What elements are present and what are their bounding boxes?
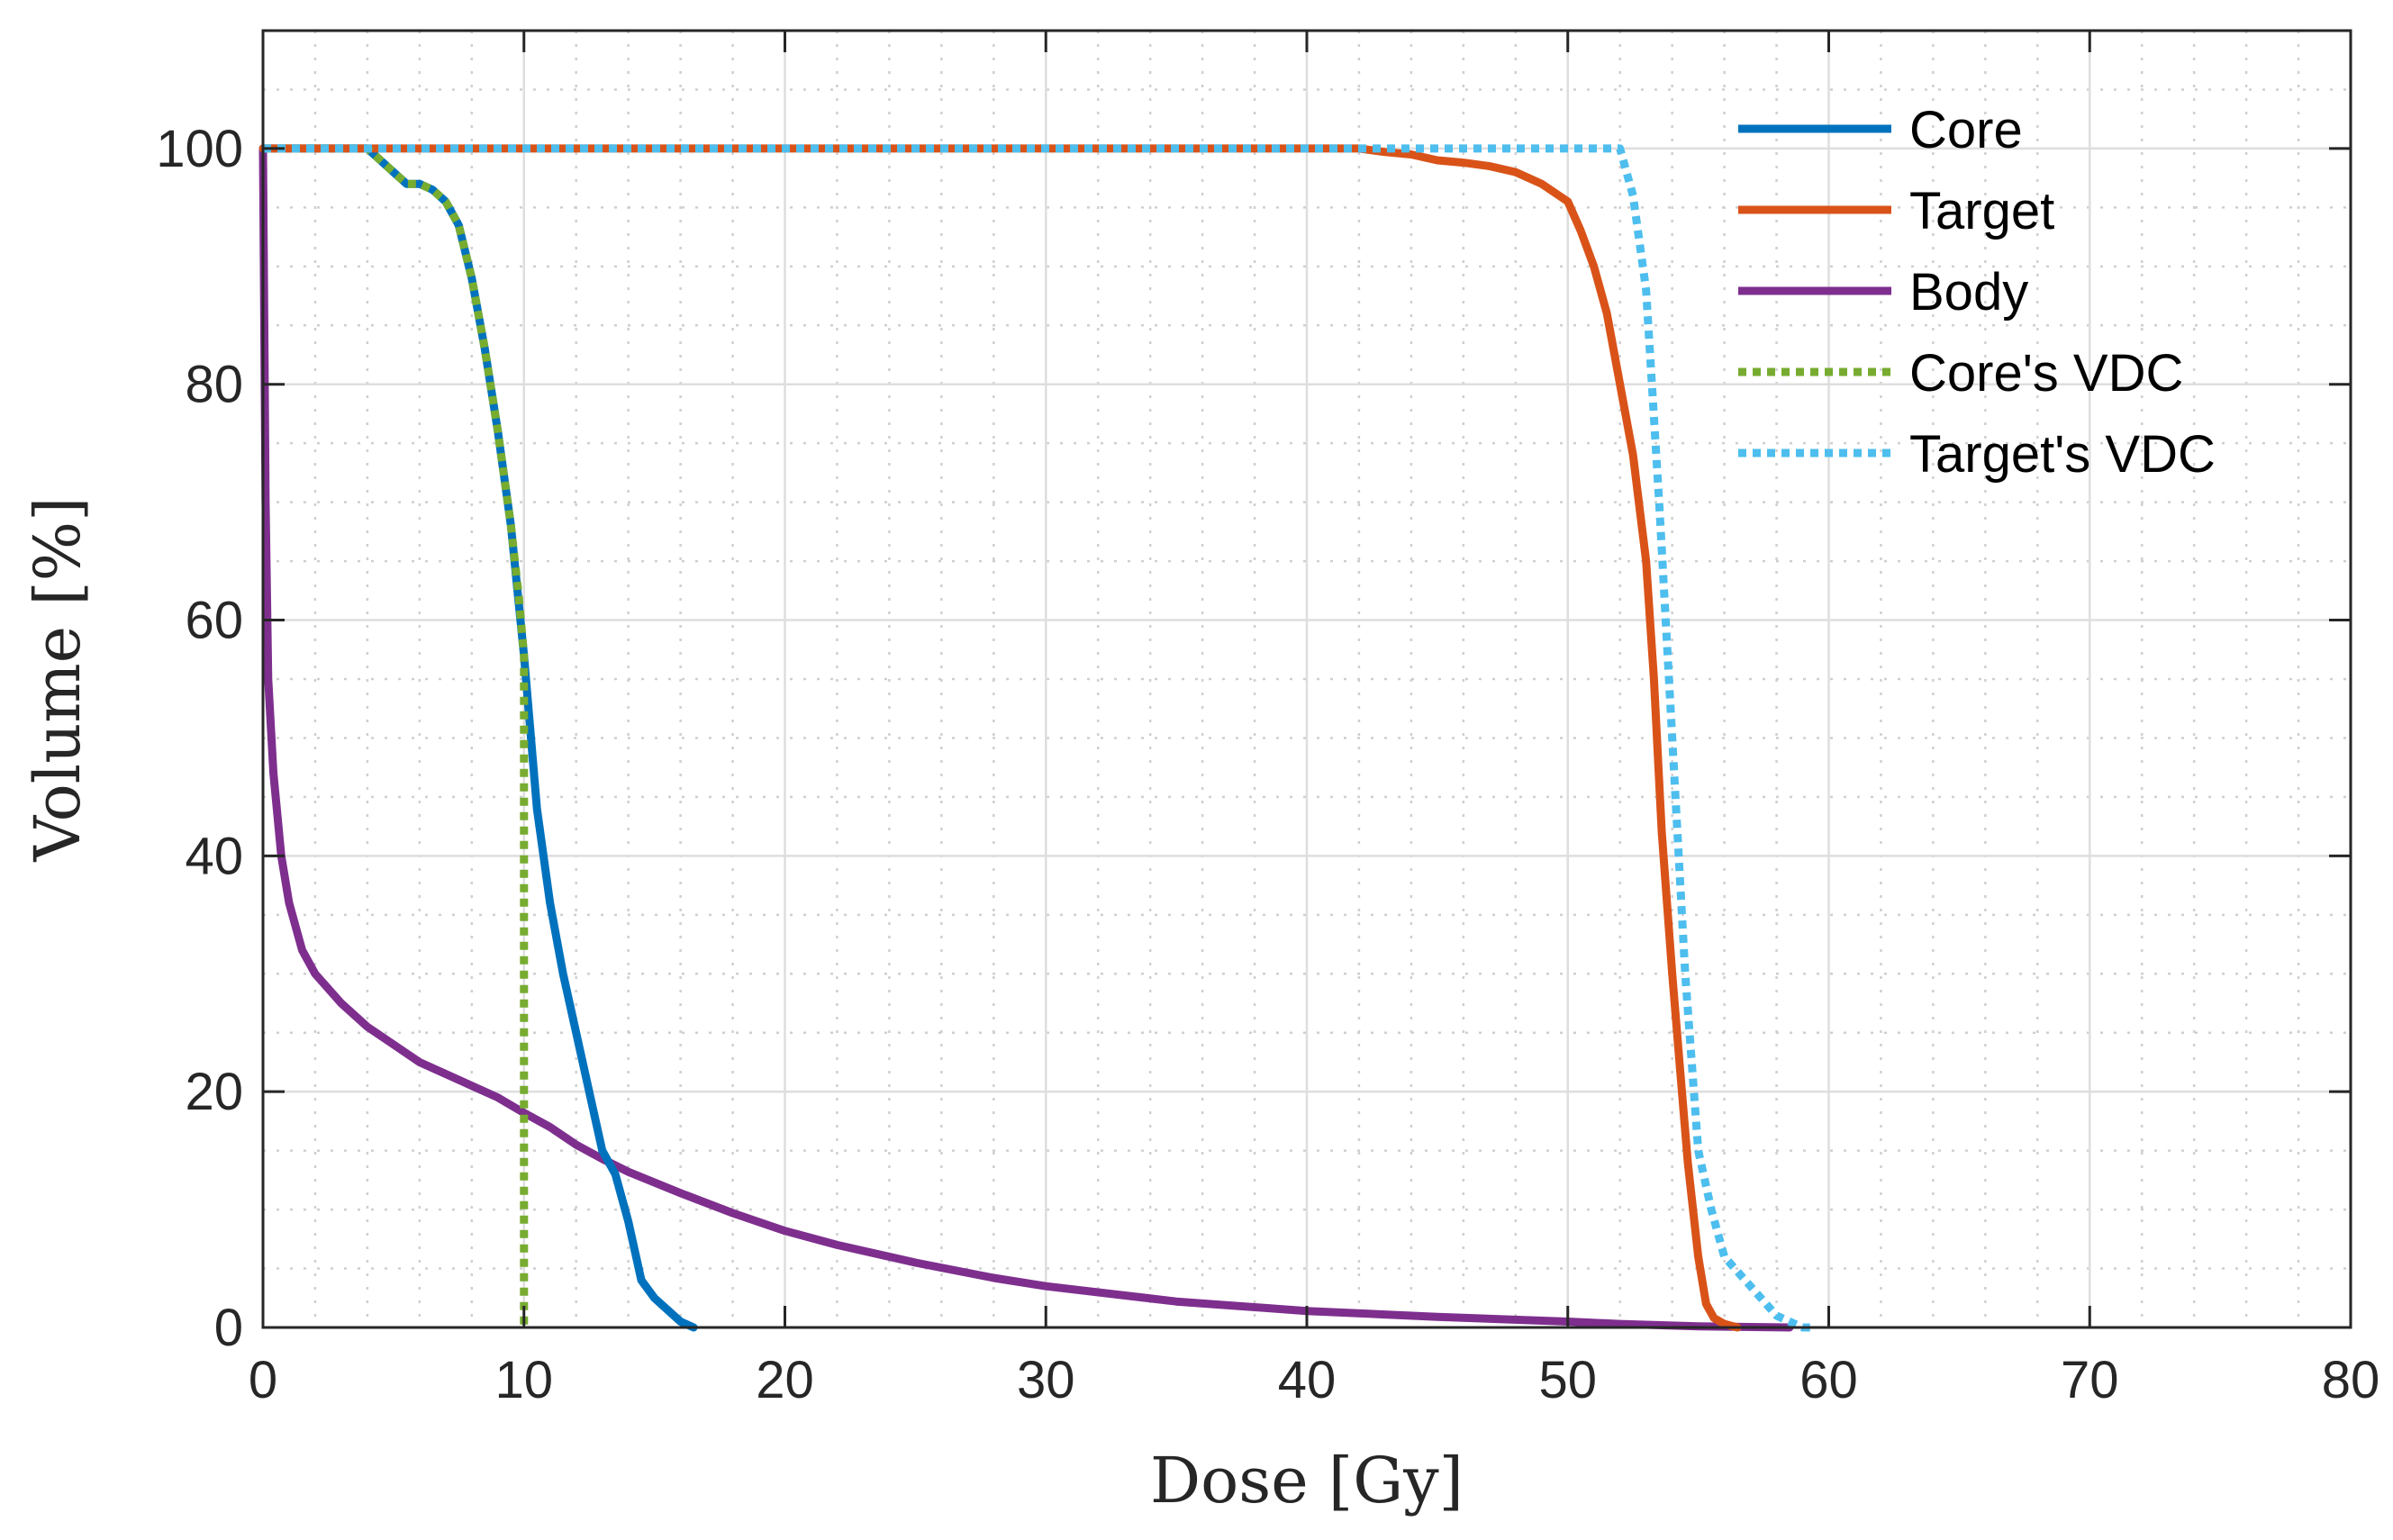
x-tick-label: 40 bbox=[1278, 1351, 1337, 1409]
y-tick-label: 20 bbox=[185, 1063, 243, 1121]
y-axis-label: Volume [%] bbox=[21, 497, 95, 863]
series-line-target bbox=[258, 144, 1742, 1332]
y-tick-label: 100 bbox=[156, 120, 243, 178]
x-tick-label: 60 bbox=[1799, 1351, 1858, 1409]
legend: Core Target Body Core's VDC Target's VDC bbox=[1738, 101, 2216, 484]
y-tick-label: 80 bbox=[185, 356, 243, 414]
legend-label: Target bbox=[1909, 182, 2054, 240]
y-tick-label: 60 bbox=[185, 592, 243, 650]
x-tick-label: 10 bbox=[494, 1351, 553, 1409]
x-tick-label: 70 bbox=[2061, 1351, 2119, 1409]
y-tick-label: 40 bbox=[185, 827, 243, 885]
legend-label: Target's VDC bbox=[1909, 425, 2216, 484]
x-tick-label: 30 bbox=[1017, 1351, 1075, 1409]
x-tick-labels: 0 10 20 30 40 50 60 70 80 bbox=[249, 1351, 2379, 1409]
y-tick-label: 0 bbox=[214, 1299, 243, 1357]
axis-ticks bbox=[261, 31, 2352, 1329]
series-layer bbox=[258, 144, 1816, 1332]
x-tick-label: 80 bbox=[2322, 1351, 2380, 1409]
y-tick-labels: 0 20 40 60 80 100 bbox=[156, 120, 243, 1357]
x-tick-label: 50 bbox=[1538, 1351, 1597, 1409]
minor-grid bbox=[263, 31, 2351, 1327]
legend-label: Body bbox=[1909, 263, 2028, 322]
series-line-body bbox=[258, 144, 1794, 1332]
series-line-core-s-vdc bbox=[263, 144, 529, 1327]
x-axis-label: Dose [Gy] bbox=[1150, 1444, 1464, 1517]
x-tick-label: 20 bbox=[756, 1351, 814, 1409]
x-tick-label: 0 bbox=[249, 1351, 277, 1409]
legend-label: Core bbox=[1909, 101, 2023, 159]
legend-label: Core's VDC bbox=[1909, 344, 2183, 403]
